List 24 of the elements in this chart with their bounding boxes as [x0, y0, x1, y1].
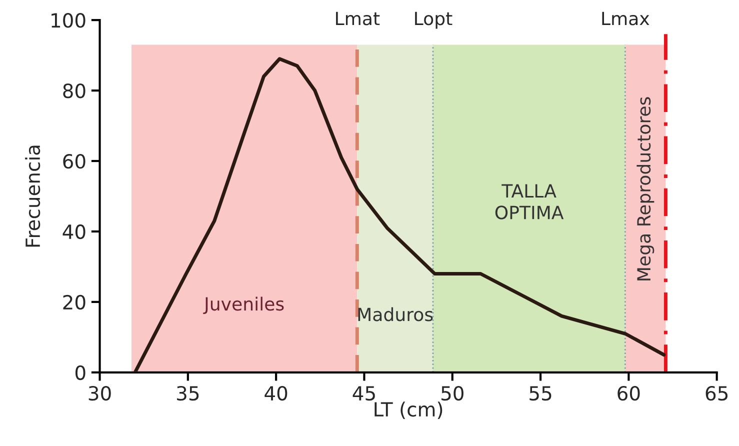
y-tick-label: 100 — [52, 13, 86, 28]
line-series — [133, 57, 666, 372]
y-axis-title: Frecuencia — [25, 146, 40, 247]
y-tick-label: 80 — [63, 83, 86, 98]
x-tick-label: 65 — [706, 386, 728, 401]
x-tick-label: 40 — [264, 386, 288, 401]
y-tick-label: 20 — [63, 294, 86, 310]
band-label: Juveniles — [203, 296, 284, 314]
x-tick-label: 45 — [352, 386, 375, 401]
x-axis-title: LT (cm) — [374, 402, 442, 419]
x-tick-label: 35 — [177, 386, 199, 401]
ref-line-label: Lopt — [415, 12, 452, 29]
y-tick-label: 40 — [62, 224, 86, 240]
x-tick-label: 60 — [618, 386, 640, 401]
band-label: Mega Reproductores — [636, 97, 654, 280]
ref-line-label: Lmat — [336, 12, 380, 26]
x-tick-label: 55 — [530, 386, 552, 401]
x-tick-label: 30 — [88, 386, 111, 401]
y-tick-label: 60 — [63, 154, 86, 169]
band-label: TALLA OPTIMA — [495, 184, 564, 220]
y-tick-label: 0 — [75, 365, 86, 380]
ref-line-label: Lmax — [602, 12, 650, 26]
x-tick-label: 50 — [442, 386, 464, 401]
band-label: Maduros — [358, 307, 433, 322]
